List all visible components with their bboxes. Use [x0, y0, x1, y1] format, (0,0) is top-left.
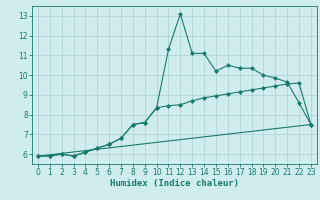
X-axis label: Humidex (Indice chaleur): Humidex (Indice chaleur)	[110, 179, 239, 188]
